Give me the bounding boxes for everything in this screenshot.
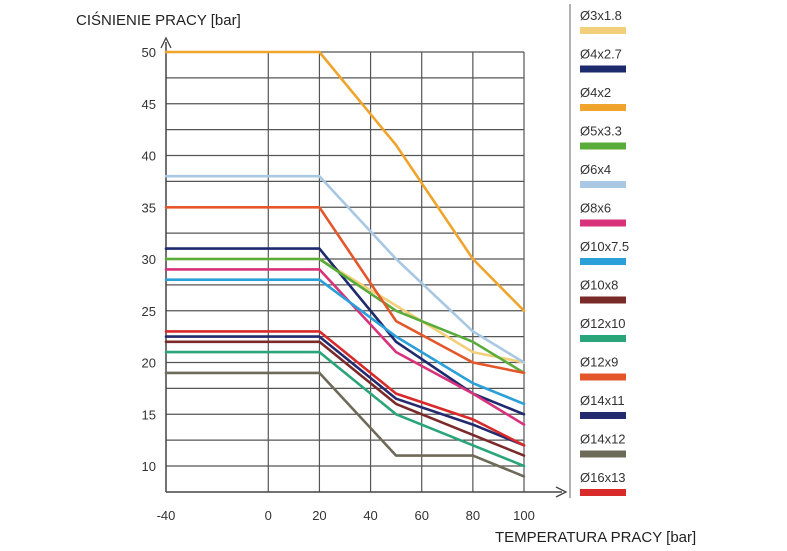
legend-swatch [580,219,626,227]
series-line [164,335,526,447]
legend-swatch [580,104,626,111]
y-axis-title: CIŚNIENIE PRACY [bar] [76,11,241,29]
y-tick-label: 15 [142,407,156,422]
legend-label: Ø6x4 [580,162,611,177]
x-tick-label: 0 [265,508,272,523]
y-tick-label: 40 [142,149,156,164]
y-tick-label: 35 [142,200,156,215]
series-line [164,174,526,364]
series-line [164,268,526,426]
series-line [164,206,526,375]
series-line [164,257,526,375]
legend-swatch [580,142,626,150]
legend-label: Ø16x13 [580,470,626,485]
legend-label: Ø12x9 [580,355,618,370]
y-tick-label: 10 [142,459,156,474]
x-tick-label: 20 [312,508,326,523]
y-tick-label: 25 [142,304,156,319]
tick-labels: 10 15 20 25 30 35 40 45 50 -40 0 20 40 60 80 100 [142,45,535,523]
x-axis-title: TEMPERATURA PRACY [bar] [495,529,696,546]
y-tick-label: 50 [142,45,156,60]
legend-label: Ø12x10 [580,316,626,331]
grid [166,51,525,492]
legend-swatch [580,296,626,304]
legend-label: Ø14x11 [580,393,625,408]
series-lines [164,50,526,478]
series-line [164,340,526,457]
legend-swatch [580,27,626,34]
x-axis-arrow [555,486,568,498]
y-tick-label: 30 [142,252,156,267]
y-tick-label: 20 [142,356,156,371]
x-tick-label: 100 [513,508,535,523]
legend-label: Ø8x6 [580,201,611,216]
legend-swatch [580,412,626,419]
series-line [164,371,526,478]
x-tick-label: 80 [466,508,480,523]
legend-label: Ø3x1.8 [580,8,622,23]
legend-swatch [580,258,626,265]
axes [160,36,568,498]
legend-swatch [580,450,626,458]
series-line [164,278,526,406]
x-tick-label: 60 [414,508,428,523]
legend-swatch [580,489,626,496]
legend-swatch [580,373,626,381]
legend-label: Ø5x3.3 [580,124,622,139]
x-tick-label: -40 [157,508,176,523]
y-tick-label: 45 [142,97,156,112]
legend-label: Ø14x12 [580,432,626,447]
y-axis-arrow [160,36,172,49]
x-tick-label: 40 [363,508,377,523]
legend-label: Ø10x8 [580,278,618,293]
series-line [164,50,526,313]
series-line [164,350,526,468]
legend-label: Ø4x2 [580,85,611,100]
legend-swatch [580,65,626,73]
series-line [164,330,526,447]
legend-label: Ø4x2.7 [580,47,622,62]
legend-swatch [580,335,626,342]
legend: Ø3x1.8 Ø4x2.7 Ø4x2 Ø5x3.3 Ø6x4 Ø8x6 Ø10x7.5 Ø10… [569,4,629,498]
legend-swatch [580,181,626,188]
series-line [164,247,526,416]
legend-label: Ø10x7.5 [580,239,629,254]
